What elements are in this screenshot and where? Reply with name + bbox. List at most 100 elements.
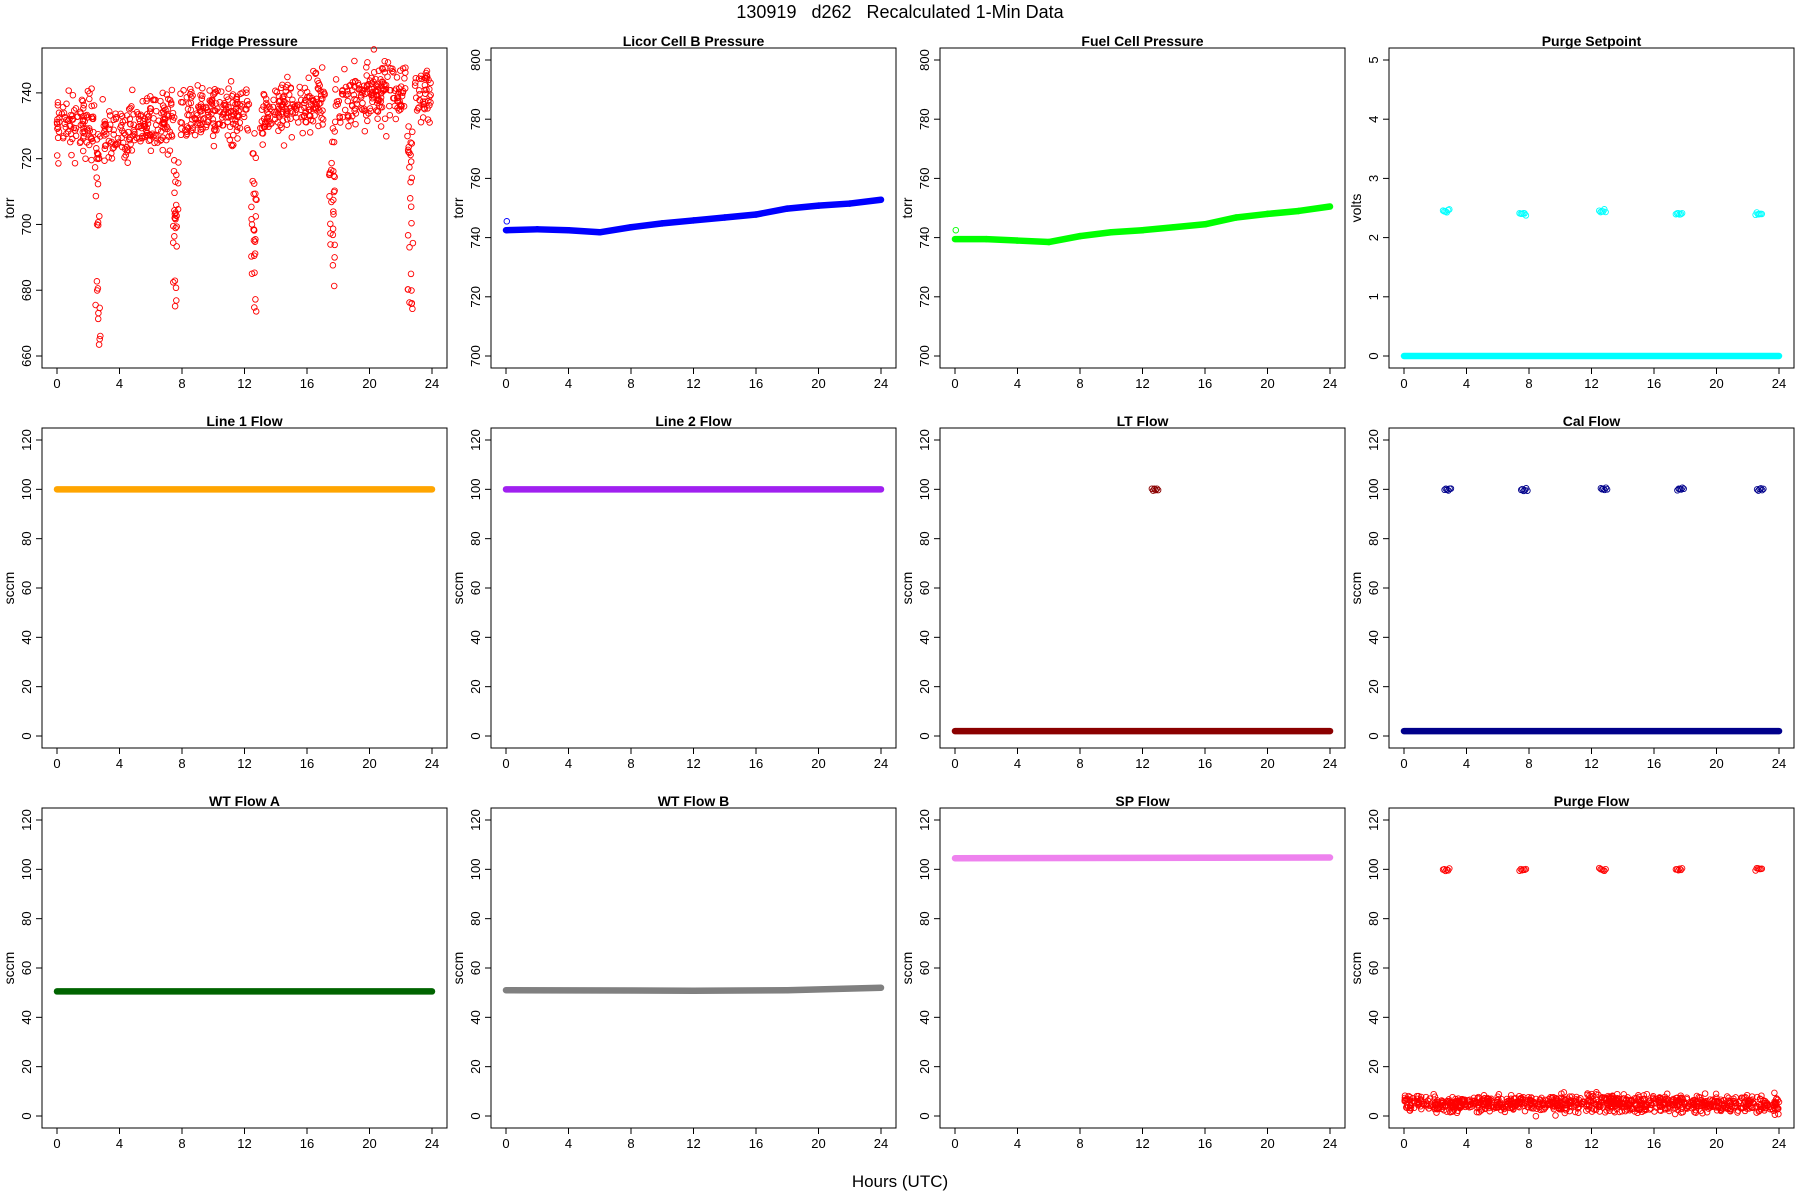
data-point xyxy=(91,164,99,171)
data-point xyxy=(1566,1093,1573,1100)
data-point xyxy=(365,110,372,117)
data-point xyxy=(1748,1104,1756,1111)
data-point xyxy=(1693,1103,1700,1110)
data-point xyxy=(363,83,371,90)
data-point xyxy=(208,99,215,106)
data-point xyxy=(130,111,137,118)
data-point xyxy=(1678,865,1686,872)
data-band xyxy=(1233,210,1271,221)
data-point xyxy=(97,332,104,340)
plot-frame xyxy=(490,807,897,1129)
data-point xyxy=(144,113,152,121)
data-point xyxy=(1720,1097,1728,1104)
x-tick-label: 12 xyxy=(686,756,700,771)
data-point xyxy=(66,122,73,130)
data-point xyxy=(214,120,222,128)
data-point xyxy=(269,103,277,111)
data-point xyxy=(283,121,291,128)
data-point xyxy=(1493,1099,1500,1106)
data-point xyxy=(332,86,339,93)
data-point xyxy=(173,212,180,219)
data-point xyxy=(218,114,226,121)
data-point xyxy=(1561,1109,1569,1117)
x-tick-label: 16 xyxy=(300,756,314,771)
data-point xyxy=(122,151,130,159)
data-point xyxy=(303,118,310,126)
data-point xyxy=(1563,1102,1570,1109)
data-point xyxy=(1540,1101,1547,1108)
data-point xyxy=(1703,1103,1710,1110)
data-point xyxy=(95,309,102,317)
data-point xyxy=(284,107,291,115)
data-point xyxy=(70,107,78,114)
y-tick-label: 20 xyxy=(468,679,483,693)
y-tick-label: 40 xyxy=(917,630,932,644)
data-point xyxy=(312,69,320,77)
data-point xyxy=(344,97,352,105)
data-point xyxy=(421,81,429,89)
data-point xyxy=(1538,1094,1545,1102)
data-point xyxy=(61,113,68,121)
y-tick-label: 120 xyxy=(19,809,34,831)
data-point xyxy=(82,155,89,162)
data-point xyxy=(55,128,63,135)
data-point xyxy=(172,201,180,209)
data-point xyxy=(1697,1094,1704,1101)
data-point xyxy=(363,72,370,79)
data-point xyxy=(92,301,99,309)
data-point xyxy=(54,99,62,106)
data-point xyxy=(1640,1092,1648,1099)
data-point xyxy=(164,151,172,158)
data-point xyxy=(1458,1096,1466,1103)
data-point xyxy=(204,111,212,119)
data-point xyxy=(315,107,323,114)
data-point xyxy=(232,105,240,112)
data-point xyxy=(1676,865,1683,873)
data-point xyxy=(424,105,431,112)
data-point xyxy=(1403,1095,1410,1103)
x-tick-label: 16 xyxy=(1198,756,1212,771)
data-point xyxy=(337,119,344,126)
data-point xyxy=(330,208,337,215)
data-point xyxy=(317,92,325,99)
data-point xyxy=(390,69,397,76)
x-tick-label: 8 xyxy=(1525,756,1532,771)
data-point xyxy=(407,139,414,146)
x-tick-label: 24 xyxy=(1772,756,1786,771)
x-tick-label: 4 xyxy=(1463,1136,1470,1151)
data-point xyxy=(1596,1108,1603,1115)
panel-title: Line 2 Flow xyxy=(655,413,731,429)
data-band xyxy=(502,226,541,234)
x-tick-label: 20 xyxy=(811,376,825,391)
data-point xyxy=(1633,1094,1640,1102)
data-band xyxy=(721,211,760,221)
data-point xyxy=(425,97,432,105)
data-point xyxy=(71,159,79,167)
data-point xyxy=(206,87,213,94)
data-point xyxy=(363,64,370,71)
x-tick-label: 12 xyxy=(237,756,251,771)
data-point xyxy=(275,127,282,135)
data-point xyxy=(1522,212,1530,219)
data-point xyxy=(128,147,136,154)
data-point xyxy=(197,128,205,136)
data-point xyxy=(216,108,224,115)
data-point xyxy=(232,121,240,128)
data-point xyxy=(1461,1096,1468,1103)
data-point xyxy=(1756,1107,1763,1114)
data-point xyxy=(1153,485,1161,492)
data-point xyxy=(204,108,212,116)
data-point xyxy=(1628,1105,1635,1113)
data-point xyxy=(408,174,416,182)
x-tick-label: 24 xyxy=(1323,1136,1337,1151)
data-point xyxy=(379,65,386,73)
data-point xyxy=(92,192,100,200)
data-point xyxy=(68,151,75,159)
x-tick-label: 12 xyxy=(686,1136,700,1151)
x-tick-label: 0 xyxy=(53,756,60,771)
plot-frame xyxy=(490,47,897,369)
data-point xyxy=(361,127,369,135)
y-tick-label: 20 xyxy=(468,1059,483,1073)
y-tick-label: 120 xyxy=(19,429,34,451)
data-point xyxy=(1633,1101,1640,1109)
